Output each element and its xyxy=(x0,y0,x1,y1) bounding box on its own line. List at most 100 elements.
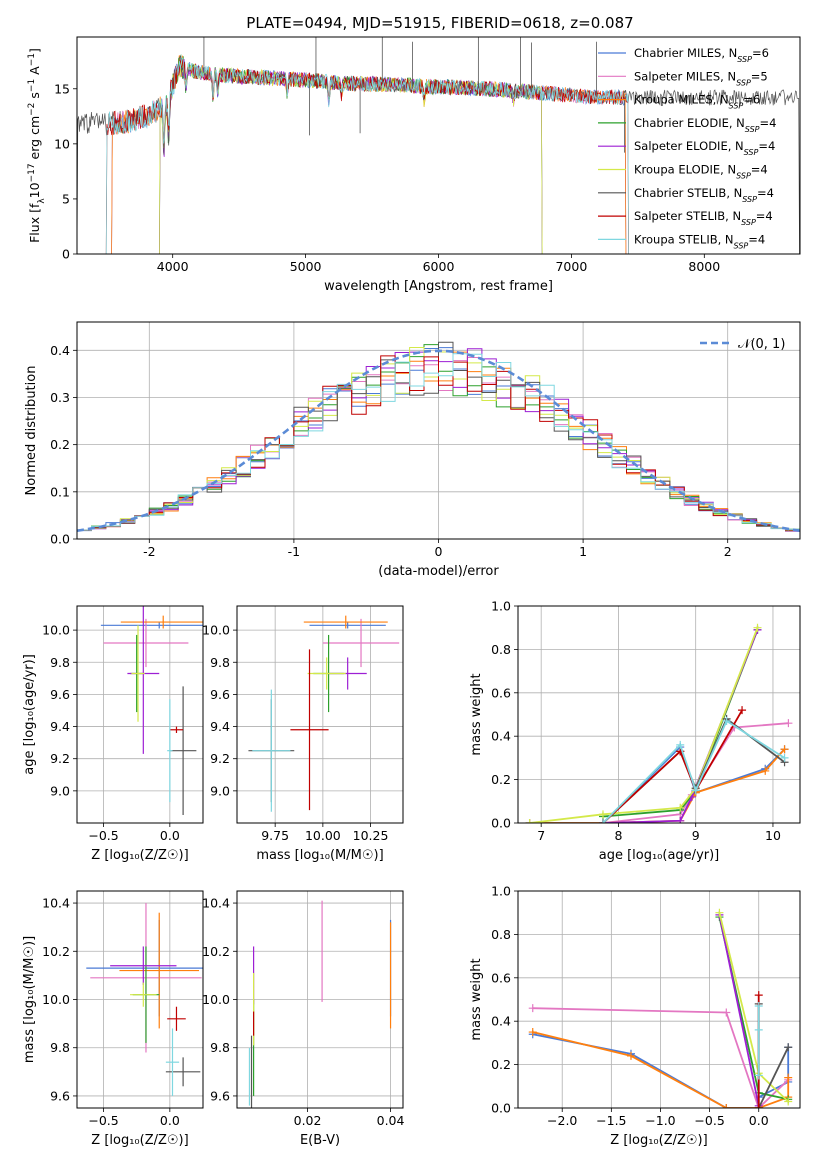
errorbar-point-salpeter_miles xyxy=(322,618,400,668)
x-tick-label: 1 xyxy=(579,544,587,559)
residuals-frame xyxy=(76,321,801,540)
y-axis-label: age [log₁₀(age/yr)] xyxy=(22,654,37,775)
legend-label-sub: SSP xyxy=(742,194,757,203)
age_vs_Z-frame xyxy=(76,605,204,824)
y-tick-label: 10.0 xyxy=(42,992,70,1007)
x-tick-label: 0.0 xyxy=(160,1113,180,1128)
weight-marker-salpeter_miles xyxy=(784,719,793,728)
y-axis-label-part: −2 xyxy=(27,103,37,116)
legend-label-sub: SSP xyxy=(736,171,751,180)
x-tick-label: 5000 xyxy=(290,259,322,274)
errorbar-point-kroupa_stelib xyxy=(167,699,173,803)
errorbar-point-chabrier_stelib xyxy=(165,1057,201,1087)
weight_vs_Z-axes: −2.0 −1.5 −1.0 −0.5 0.0 0.0 0.2 0.4 0.6 0.8 1.0 Z [… xyxy=(469,884,801,1148)
weight-marker-kroupa_elodie xyxy=(784,1097,793,1106)
y-tick-label: 0.3 xyxy=(50,390,70,405)
x-tick-label: 10 xyxy=(765,828,781,843)
y-axis-label-part: −1 xyxy=(27,53,37,66)
legend-label-sub: SSP xyxy=(736,78,751,87)
errorbar-point-salpeter_stelib xyxy=(169,726,184,733)
weight-line-salpeter_miles xyxy=(532,1007,789,1108)
legend-label-tail: =4 xyxy=(748,232,765,246)
y-tick-label: 9.6 xyxy=(210,687,230,702)
legend-label-text: Kroupa ELODIE, N xyxy=(634,163,736,177)
weight-marker-kroupa_miles xyxy=(626,1051,635,1060)
y-tick-label: 10.4 xyxy=(42,896,70,911)
x-axis-label: mass [log₁₀(M/M☉)] xyxy=(256,848,383,863)
weight-marker-kroupa_elodie xyxy=(525,819,534,823)
x-tick-label: 7000 xyxy=(555,259,587,274)
legend-label-text: Salpeter MILES, N xyxy=(634,69,736,83)
legend-label-normal: 𝒩(0, 1) xyxy=(738,337,785,352)
weight-marker-kroupa_elodie xyxy=(753,623,762,632)
weight-marker-salpeter_stelib xyxy=(738,706,747,715)
histogram-group xyxy=(77,341,800,532)
legend-label-tail: =6 xyxy=(752,46,769,60)
errorbar-point-salpeter_stelib xyxy=(290,649,329,811)
x-tick-label: 2 xyxy=(724,544,732,559)
mass_vs_Z-axes: −0.5 0.0 9.6 9.8 10.0 10.2 10.4 Z [log₁₀(Z/Z☉)]… xyxy=(22,890,204,1148)
x-tick-label: 0.0 xyxy=(749,1113,769,1128)
x-tick-label: 0.04 xyxy=(377,1113,405,1128)
x-axis-label: Z [log₁₀(Z/Z☉)] xyxy=(610,1133,707,1148)
legend-label-text: Chabrier STELIB, N xyxy=(634,186,742,200)
legend-label-text: Chabrier MILES, N xyxy=(634,46,737,60)
mass_vs_ebv-axes: 0.02 0.04 9.6 9.8 10.0 10.2 10.4 E(B-V) xyxy=(202,890,405,1148)
weight-line-salpeter_stelib xyxy=(602,709,743,823)
y-axis-label-part: ] xyxy=(27,48,42,53)
y-tick-label: 1.0 xyxy=(491,884,511,899)
weight-marker-kroupa_miles xyxy=(780,745,789,754)
legend-label-tail: =6 xyxy=(743,93,760,107)
y-tick-label: 10.0 xyxy=(202,992,230,1007)
y-tick-label: 9.6 xyxy=(210,1088,230,1103)
x-tick-label: 10.00 xyxy=(305,828,341,843)
y-tick-label: 9.8 xyxy=(50,1040,70,1055)
mass_vs_Z-frame xyxy=(76,890,204,1109)
spectrum-line-kroupa_stelib xyxy=(105,57,629,254)
y-tick-label: 10.0 xyxy=(42,623,70,638)
y-tick-label: 0.8 xyxy=(491,642,511,657)
y-tick-label: 10.4 xyxy=(202,896,230,911)
x-axis-label: (data-model)/error xyxy=(378,564,499,579)
x-tick-label: 0.02 xyxy=(294,1113,322,1128)
errorbar-point-kroupa_elodie xyxy=(131,625,145,722)
y-axis-label-part: s xyxy=(27,92,42,103)
x-tick-label: 9 xyxy=(692,828,700,843)
x-tick-label: -2 xyxy=(143,544,155,559)
histogram-kroupa_stelib xyxy=(77,353,800,531)
y-axis-label-part: Flux [f xyxy=(27,203,42,243)
y-tick-label: 0.2 xyxy=(491,1057,511,1072)
y-tick-label: 5 xyxy=(62,191,70,206)
y-tick-label: 9.2 xyxy=(210,751,230,766)
legend-label-sub: SSP xyxy=(741,218,756,227)
x-tick-label: 8 xyxy=(614,828,622,843)
weight-marker-kroupa_miles xyxy=(761,766,770,775)
errorbar-point-chabrier_stelib xyxy=(169,686,197,815)
weight_vs_age-lines xyxy=(525,623,793,823)
weight-line-chabrier_elodie xyxy=(718,916,789,1101)
errorbar-point-kroupa_miles xyxy=(120,615,203,629)
weight-marker-salpeter_stelib xyxy=(754,991,763,1000)
legend-label-tail: =5 xyxy=(751,69,768,83)
figure-title: PLATE=0494, MJD=51915, FIBERID=0618, z=0… xyxy=(246,14,633,32)
age_vs_mass-axes: 9.75 10.00 10.25 9.0 9.2 9.4 9.6 9.8 10.0 mass [l… xyxy=(202,605,404,863)
x-tick-label: 7 xyxy=(537,828,545,843)
y-axis-label-part: A xyxy=(27,66,42,79)
errorbar-point-chabrier_miles xyxy=(100,622,203,629)
y-tick-label: 0.6 xyxy=(491,685,511,700)
y-tick-label: 0.6 xyxy=(491,970,511,985)
x-tick-label: 8000 xyxy=(688,259,720,274)
weight-marker-kroupa_stelib xyxy=(722,717,731,726)
x-tick-label: -1 xyxy=(288,544,300,559)
normal-curve xyxy=(77,349,800,532)
y-tick-label: 0.8 xyxy=(491,927,511,942)
errorbar-point-salpeter_miles xyxy=(103,618,189,668)
legend-label-sub: SSP xyxy=(737,55,752,64)
y-axis-label-part: erg cm xyxy=(27,116,42,164)
y-tick-label: 9.2 xyxy=(50,751,70,766)
legend-label-tail: =4 xyxy=(758,139,775,153)
y-tick-label: 0.0 xyxy=(491,816,511,831)
legend-label: Kroupa ELODIE, NSSP=4 xyxy=(634,163,768,181)
weight_vs_Z-frame xyxy=(517,890,801,1109)
y-tick-label: 10.0 xyxy=(202,623,230,638)
